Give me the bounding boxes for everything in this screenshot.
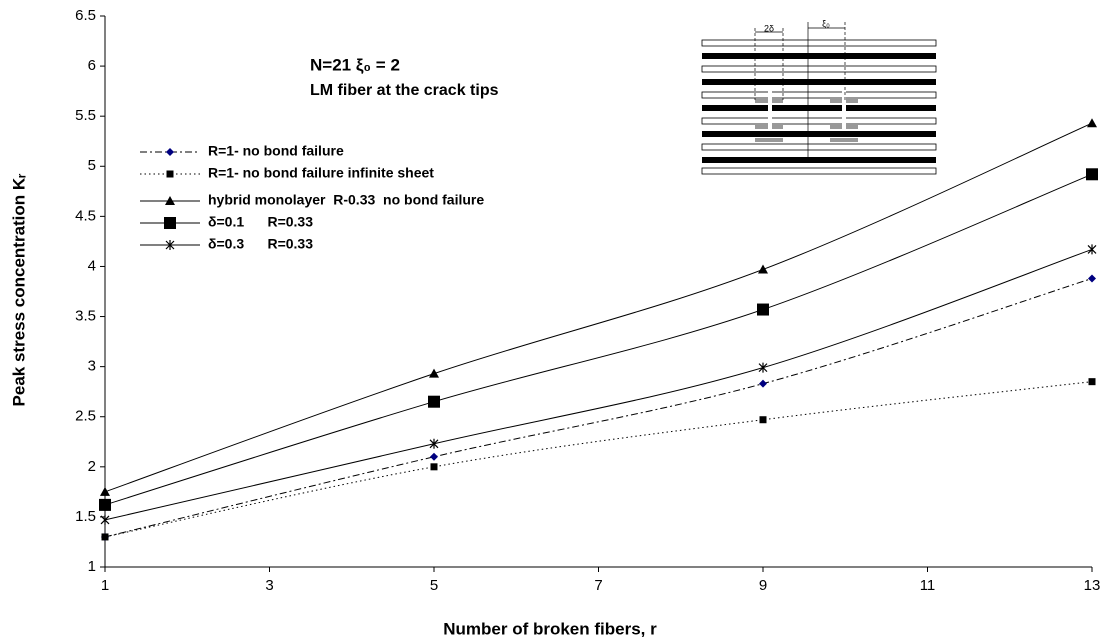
x-tick-label: 1 [101,577,109,594]
legend-marker [165,196,175,205]
legend-label: δ=0.1 R=0.33 [208,214,313,230]
legend-marker [164,217,176,229]
legend-label: δ=0.3 R=0.33 [208,236,313,252]
x-tick-label: 7 [594,577,602,594]
marker [99,498,111,511]
marker [100,486,110,496]
x-tick-label: 5 [430,577,438,594]
y-tick-label: 4.5 [75,207,96,224]
x-axis-label: Number of broken fibers, r [443,619,657,638]
legend-marker [166,170,174,178]
legend-marker [165,240,175,250]
y-tick-label: 2 [88,458,96,475]
y-tick-label: 6 [88,57,96,74]
marker [430,463,438,471]
marker [759,416,767,424]
y-tick-label: 5 [88,157,96,174]
legend-label: R=1- no bond failure [208,143,344,159]
marker [758,264,768,274]
y-tick-label: 4 [88,257,96,274]
x-tick-label: 11 [920,577,936,594]
y-tick-label: 6.5 [75,7,96,24]
y-tick-label: 1.5 [75,508,96,525]
marker [429,438,439,449]
legend-marker [166,148,174,156]
y-axis-label: Peak stress concentration Kᵣ [9,174,28,407]
y-tick-label: 1 [88,558,96,575]
inset-diagram [701,22,937,175]
legend-label: hybrid monolayer R-0.33 no bond failure [208,192,484,208]
series-line [104,248,1093,521]
marker [1087,118,1097,128]
marker [1086,168,1098,181]
x-tick-label: 13 [1084,577,1101,594]
y-tick-label: 2.5 [75,408,96,425]
inset-label: 2δ [764,23,774,33]
y-tick-label: 3.5 [75,308,96,325]
annotation: N=21 ξ₀ = 2 [310,55,400,74]
legend-label: R=1- no bond failure infinite sheet [208,165,434,181]
marker [1088,378,1096,386]
y-tick-label: 5.5 [75,107,96,124]
series-line [104,173,1093,506]
marker [100,514,110,525]
y-tick-label: 3 [88,358,96,375]
marker [428,395,440,408]
marker [429,368,439,378]
marker [757,303,769,316]
x-tick-label: 3 [265,577,273,594]
marker [759,379,767,388]
series-line [104,122,1093,493]
marker [101,533,109,541]
marker [430,452,438,461]
annotation: LM fiber at the crack tips [310,82,499,99]
marker [1088,274,1096,283]
series-line [104,277,1093,538]
marker [1087,244,1097,255]
series-line [104,381,1093,538]
marker [758,362,768,373]
inset-label: ξ₀ [822,18,830,28]
x-tick-label: 9 [759,577,767,594]
